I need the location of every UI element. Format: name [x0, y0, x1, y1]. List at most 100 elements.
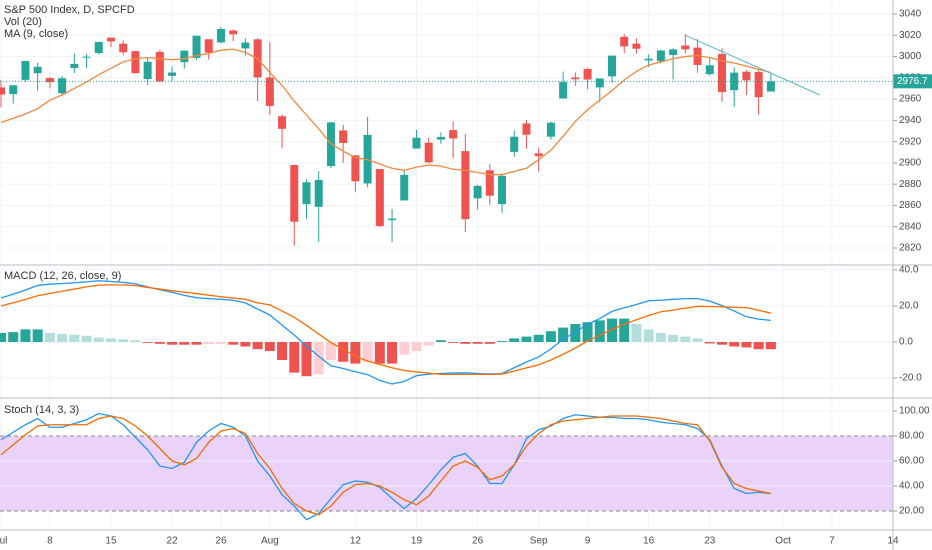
- candle-body: [705, 65, 714, 75]
- histogram-bar: [631, 323, 642, 342]
- last-price-label: 2976.7: [897, 76, 928, 87]
- candle-body: [58, 78, 67, 94]
- histogram-bar: [716, 341, 727, 345]
- candle-body: [754, 71, 763, 98]
- candle-body: [522, 123, 531, 135]
- y-tick-label: 2860: [899, 200, 922, 211]
- histogram-bar: [93, 337, 104, 342]
- indicator-line: [0, 412, 771, 521]
- histogram-bar: [277, 341, 288, 361]
- y-tick-label: 3020: [899, 30, 922, 41]
- candle-body: [290, 164, 299, 222]
- x-tick-label: 26: [472, 536, 484, 547]
- y-tick-label: 3040: [899, 9, 922, 20]
- candle-body: [510, 136, 519, 152]
- histogram-bar: [350, 341, 361, 364]
- trendline: [685, 34, 820, 96]
- candle-body: [436, 136, 445, 140]
- chart-title: S&P 500 Index, D, SPCFD: [4, 4, 135, 16]
- histogram-bar: [582, 322, 593, 342]
- x-tick-label: 23: [704, 536, 716, 547]
- candle-body: [9, 85, 18, 95]
- candle-body: [644, 58, 653, 61]
- histogram-bar: [753, 341, 764, 350]
- candle-body: [571, 77, 580, 80]
- candle-body: [766, 81, 775, 92]
- candle-body: [730, 72, 739, 91]
- histogram-bar: [411, 341, 422, 351]
- histogram-bar: [607, 318, 617, 342]
- x-tick-label: 19: [411, 536, 423, 547]
- histogram-bar: [570, 323, 581, 342]
- y-tick-label: 40.00: [899, 481, 924, 492]
- y-tick-label: 2820: [899, 243, 922, 254]
- histogram-bar: [130, 340, 141, 342]
- x-tick-label: 9: [585, 536, 591, 547]
- histogram-bar: [0, 332, 6, 342]
- y-tick-label: 2880: [899, 179, 922, 190]
- candle-body: [632, 43, 641, 49]
- histogram-bar: [521, 336, 532, 342]
- histogram-bar: [289, 341, 300, 373]
- y-tick-label: 60.00: [899, 456, 924, 467]
- candle-body: [375, 169, 384, 227]
- candle-body: [424, 142, 433, 163]
- histogram-bar: [154, 341, 165, 344]
- y-tick-label: 2900: [899, 158, 922, 169]
- candle-body: [192, 35, 201, 58]
- histogram-bar: [252, 341, 263, 350]
- histogram-bar: [704, 341, 715, 344]
- candle-body: [131, 51, 140, 74]
- candle-body: [449, 130, 458, 139]
- histogram-bar: [228, 341, 239, 345]
- indicator-line: [0, 415, 771, 516]
- histogram-bar: [643, 329, 654, 342]
- candle-body: [229, 30, 238, 35]
- candle-body: [33, 66, 42, 74]
- y-tick-label: 0.0: [899, 337, 913, 348]
- candle-body: [314, 179, 323, 207]
- candle-body: [656, 50, 665, 62]
- candle-body: [693, 47, 702, 65]
- y-tick-label: 20.00: [899, 506, 924, 517]
- panel-title: Stoch (14, 3, 3): [4, 404, 79, 416]
- x-tick-label: Oct: [775, 536, 791, 547]
- y-tick-label: 40.0: [899, 265, 919, 276]
- histogram-bar: [680, 336, 691, 342]
- histogram-bar: [423, 341, 434, 346]
- histogram-bar: [594, 320, 605, 342]
- candle-body: [265, 77, 274, 106]
- candle-body: [82, 56, 91, 58]
- x-tick-label: Sep: [530, 536, 548, 547]
- y-tick-label: 2840: [899, 221, 922, 232]
- histogram-bar: [387, 341, 398, 364]
- x-tick-label: 26: [215, 536, 227, 547]
- candle-body: [339, 130, 348, 144]
- volume-label: Vol (20): [4, 16, 42, 28]
- candle-body: [534, 153, 543, 157]
- candle-body: [485, 170, 494, 196]
- candle-body: [278, 116, 287, 129]
- candle-body: [595, 78, 604, 88]
- indicator-line: [0, 280, 771, 385]
- histogram-bar: [558, 327, 569, 342]
- y-tick-label: 2920: [899, 136, 922, 147]
- last-price-box: [893, 74, 932, 89]
- candle-body: [241, 42, 250, 49]
- candle-body: [180, 50, 189, 63]
- histogram-bar: [240, 341, 251, 347]
- panel-title: MACD (12, 26, close, 9): [4, 270, 121, 282]
- x-tick-label: 22: [167, 536, 179, 547]
- ma-label: MA (9, close): [4, 28, 68, 40]
- x-tick-label: 16: [643, 536, 655, 547]
- histogram-bar: [533, 334, 544, 342]
- histogram-bar: [448, 341, 459, 343]
- candle-body: [669, 49, 678, 55]
- y-tick-label: 3000: [899, 51, 922, 62]
- x-tick-label: 15: [105, 536, 117, 547]
- histogram-bar: [179, 341, 190, 345]
- y-tick-label: 80.00: [899, 431, 924, 442]
- histogram-bar: [191, 341, 202, 345]
- candle-body: [388, 218, 397, 221]
